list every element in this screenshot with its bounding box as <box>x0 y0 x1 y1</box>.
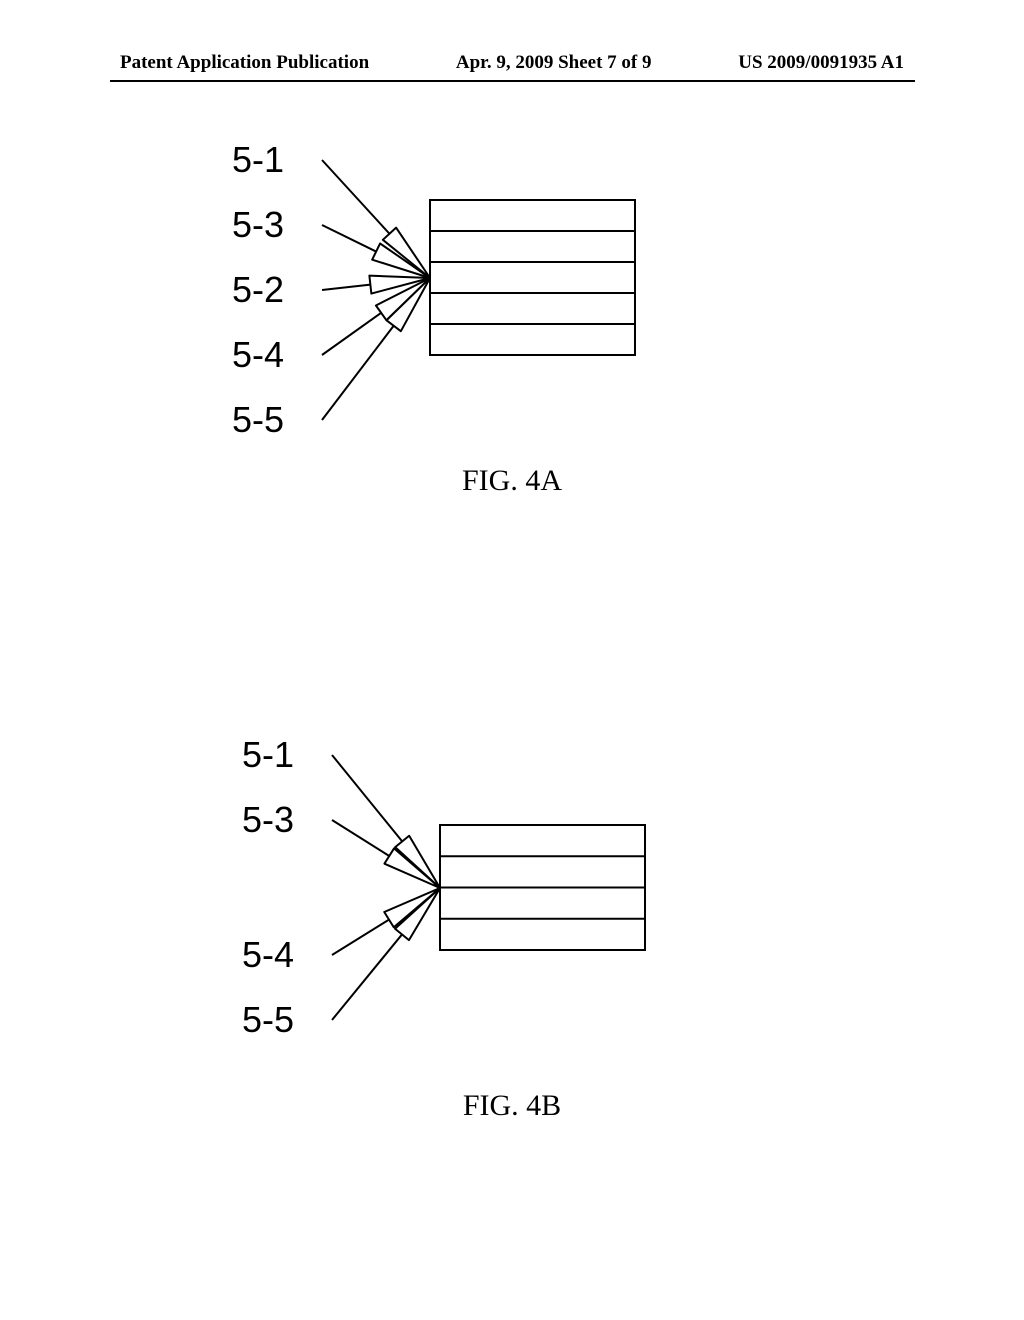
reference-label: 5-3 <box>242 799 294 840</box>
header-right: US 2009/0091935 A1 <box>738 52 904 74</box>
reference-label: 5-2 <box>232 269 284 310</box>
header-center: Apr. 9, 2009 Sheet 7 of 9 <box>456 52 652 74</box>
reference-label: 5-1 <box>242 734 294 775</box>
reference-label: 5-3 <box>232 204 284 245</box>
reference-label: 5-4 <box>232 334 284 375</box>
reference-label: 5-5 <box>232 399 284 440</box>
reference-label: 5-1 <box>232 139 284 180</box>
figure-caption: FIG. 4B <box>463 1089 561 1122</box>
header-left: Patent Application Publication <box>120 52 369 74</box>
diagram-canvas: 5-1 5-3 5-2 5-4 5-5 FIG. 4A 5-1 5-3 5-4 5-5 FIG. 4… <box>0 0 1024 1320</box>
reference-label: 5-5 <box>242 999 294 1040</box>
figure-caption: FIG. 4A <box>462 464 562 497</box>
page-header: Patent Application Publication Apr. 9, 2… <box>0 52 1024 74</box>
header-rule <box>110 80 915 82</box>
reference-label: 5-4 <box>242 934 294 975</box>
